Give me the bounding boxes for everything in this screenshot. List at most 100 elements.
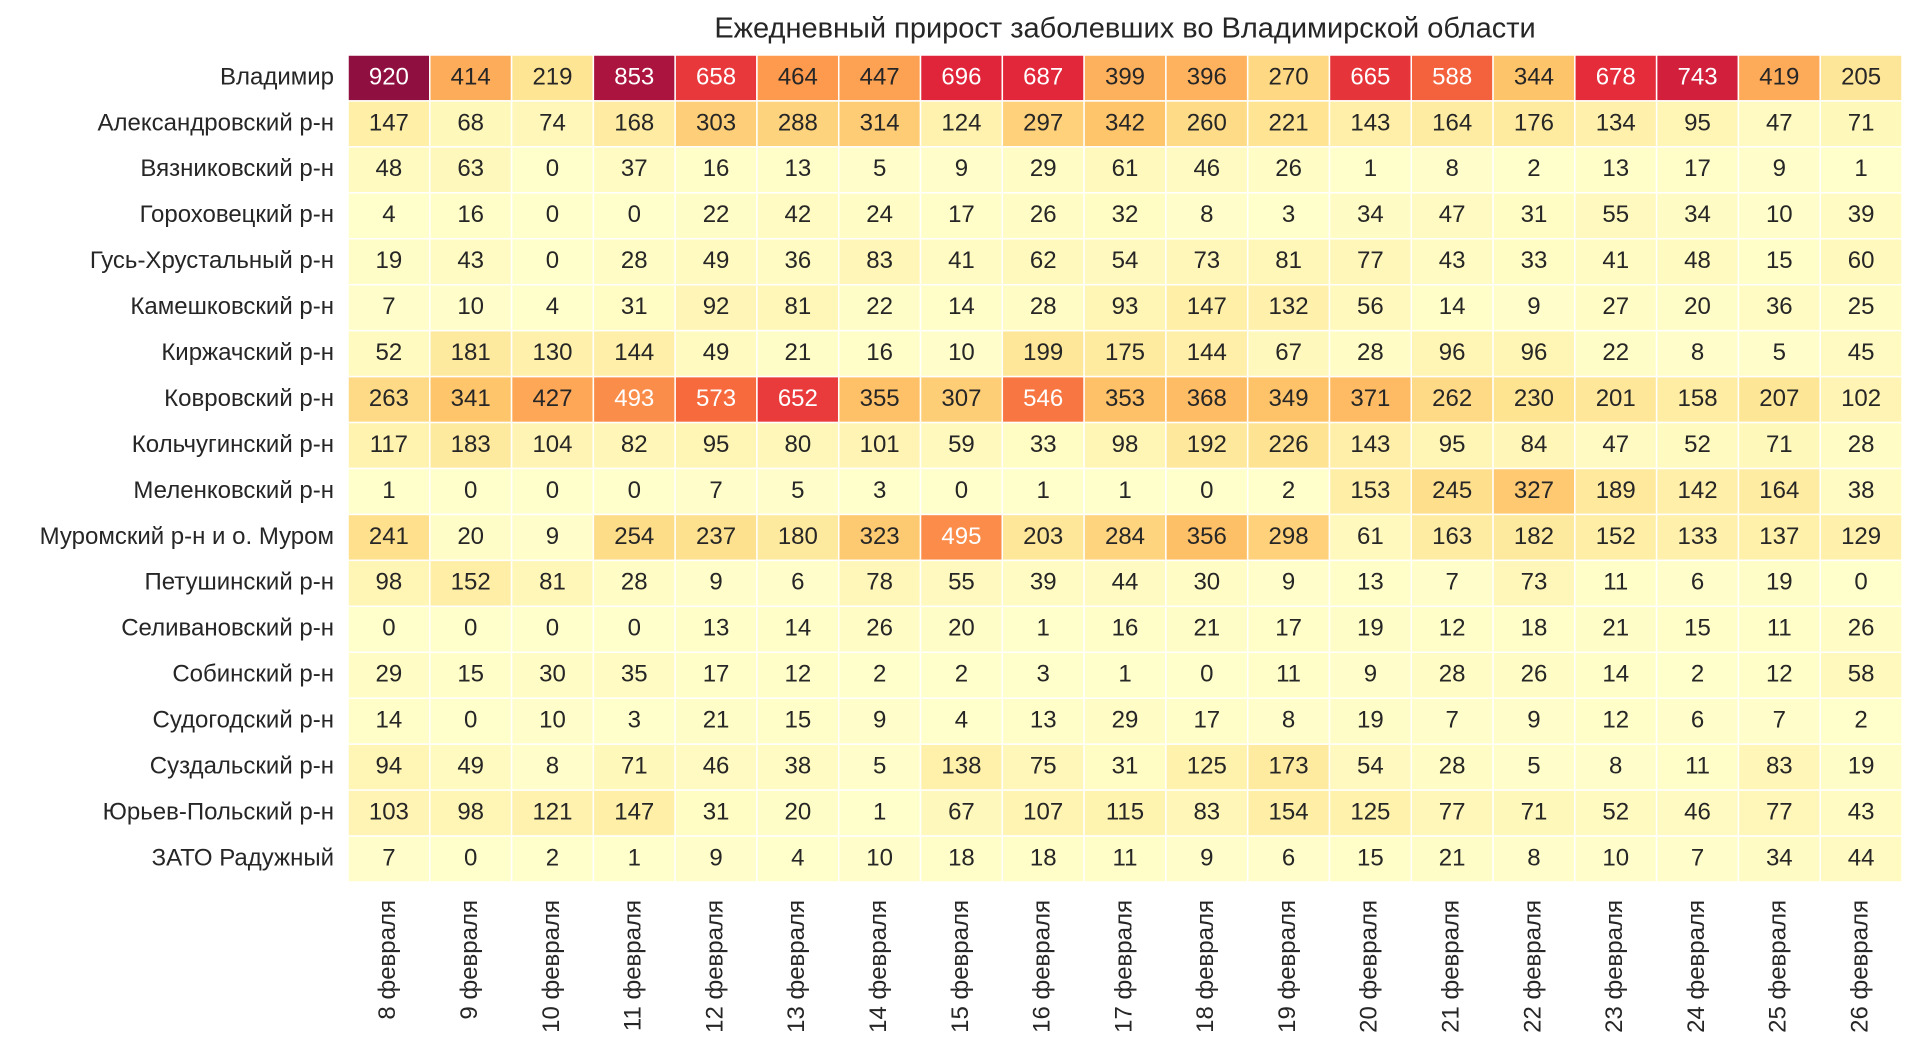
- cell-label: 0: [464, 615, 477, 642]
- heatmap-cell: [1246, 238, 1331, 286]
- cell-label: 71: [1848, 109, 1875, 136]
- cell-label: 11: [1276, 661, 1301, 688]
- heatmap-cell: [1246, 559, 1331, 608]
- cell-label: 11: [1685, 752, 1710, 779]
- cell-label: 356: [1187, 523, 1227, 550]
- cell-label: 13: [703, 615, 730, 642]
- heatmap-cell: [1492, 835, 1576, 883]
- cell-label: 5: [1527, 752, 1540, 779]
- y-tick-label: Собинский р-н: [172, 661, 334, 688]
- cell-label: 75: [1030, 752, 1057, 779]
- heatmap-cell: [919, 789, 1004, 837]
- cell-label: 1: [1118, 477, 1131, 504]
- cell-label: 9: [873, 707, 886, 734]
- heatmap-cell: [1819, 697, 1903, 745]
- cell-label: 3: [873, 477, 886, 504]
- heatmap-cell: [592, 283, 676, 332]
- cell-label: 12: [1602, 707, 1629, 734]
- cell-label: 49: [703, 339, 730, 366]
- cell-label: 54: [1112, 247, 1139, 274]
- cell-label: 17: [1275, 615, 1302, 642]
- x-tick-label: 16 февраля: [1029, 900, 1056, 1033]
- cell-label: 20: [1684, 293, 1711, 320]
- y-tick-label: Александровский р-н: [98, 109, 334, 136]
- cell-label: 0: [546, 477, 559, 504]
- heatmap-cell: [1083, 375, 1167, 424]
- cell-label: 43: [457, 247, 484, 274]
- heatmap-cell: [756, 238, 840, 286]
- cell-label: 5: [873, 752, 886, 779]
- cell-label: 71: [1521, 798, 1548, 825]
- heatmap-cell: [1410, 421, 1494, 470]
- cell-label: 18: [1521, 615, 1548, 642]
- cell-label: 74: [539, 109, 566, 136]
- y-tick-label: Гусь-Хрустальный р-н: [90, 247, 334, 274]
- cell-label: 203: [1023, 523, 1063, 550]
- heatmap-cell: [1492, 146, 1576, 194]
- cell-label: 26: [1521, 661, 1548, 688]
- cell-label: 17: [703, 661, 730, 688]
- heatmap-cell: [1655, 375, 1740, 424]
- cell-label: 327: [1514, 477, 1554, 504]
- cell-label: 7: [1445, 707, 1458, 734]
- cell-label: 17: [1684, 155, 1711, 182]
- heatmap-cell: [1574, 467, 1658, 516]
- heatmap-cell: [1819, 513, 1903, 562]
- heatmap-cell: [1737, 559, 1821, 608]
- heatmap-cell: [837, 329, 922, 378]
- cell-label: 134: [1596, 109, 1636, 136]
- heatmap-cell: [756, 605, 840, 654]
- cell-label: 142: [1678, 477, 1718, 504]
- heatmap-cell: [1737, 146, 1821, 194]
- heatmap-cell: [837, 467, 922, 516]
- cell-label: 32: [1112, 201, 1139, 228]
- cell-label: 7: [382, 844, 395, 871]
- cell-label: 6: [1691, 707, 1704, 734]
- heatmap-cell: [674, 559, 758, 608]
- cell-label: 1: [1037, 477, 1050, 504]
- cell-label: 192: [1187, 431, 1227, 458]
- heatmap-cell: [1083, 651, 1167, 699]
- cell-label: 56: [1357, 293, 1384, 320]
- cell-label: 183: [451, 431, 491, 458]
- cell-label: 0: [628, 477, 641, 504]
- heatmap-cell: [429, 835, 513, 883]
- heatmap-cell: [1819, 789, 1903, 837]
- cell-label: 82: [621, 431, 648, 458]
- cell-label: 41: [1602, 247, 1629, 274]
- heatmap-cell: [756, 743, 840, 791]
- cell-label: 98: [376, 569, 403, 596]
- heatmap-cell: [1410, 329, 1494, 378]
- cell-label: 588: [1432, 63, 1472, 90]
- heatmap-cell: [1328, 559, 1413, 608]
- cell-label: 9: [1527, 293, 1540, 320]
- y-tick-label: Селивановский р-н: [121, 615, 334, 642]
- cell-label: 16: [703, 155, 730, 182]
- cell-label: 67: [1275, 339, 1302, 366]
- cell-label: 147: [1187, 293, 1227, 320]
- heatmap-cell: [1246, 375, 1331, 424]
- heatmap-cell: [919, 146, 1004, 194]
- heatmap-cell: [429, 54, 513, 102]
- cell-label: 2: [1691, 661, 1704, 688]
- heatmap-cell: [919, 54, 1004, 102]
- cell-label: 26: [1848, 615, 1875, 642]
- cell-label: 83: [1766, 752, 1793, 779]
- cell-label: 55: [948, 569, 975, 596]
- cell-label: 27: [1602, 293, 1629, 320]
- heatmap-cell: [1655, 467, 1740, 516]
- cell-label: 48: [376, 155, 403, 182]
- cell-label: 52: [1602, 798, 1629, 825]
- cell-label: 6: [791, 569, 804, 596]
- cell-label: 45: [1848, 339, 1875, 366]
- cell-label: 19: [1848, 752, 1875, 779]
- cell-label: 687: [1023, 63, 1063, 90]
- cell-label: 81: [784, 293, 811, 320]
- cell-label: 31: [1112, 752, 1139, 779]
- cell-label: 3: [1037, 661, 1050, 688]
- cell-label: 0: [955, 477, 968, 504]
- cell-label: 153: [1350, 477, 1390, 504]
- heatmap-cell: [1737, 513, 1821, 562]
- cell-label: 11: [1603, 569, 1628, 596]
- heatmap-cell: [1246, 329, 1331, 378]
